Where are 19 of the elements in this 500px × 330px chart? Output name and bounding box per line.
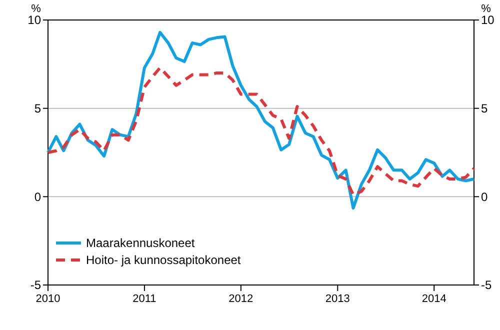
x-tick-label: 2012: [228, 293, 254, 305]
y2-tick-label: 10: [481, 13, 495, 28]
x-tick-label: 2013: [325, 293, 350, 305]
y-tick-label: -5: [30, 278, 42, 292]
legend-label: Hoito- ja kunnossapitokoneet: [86, 253, 242, 268]
y2-tick-label: -5: [481, 278, 492, 292]
line-series: [46, 30, 476, 210]
x-tick-label: 2014: [422, 293, 446, 305]
y-axis-title: %: [31, 3, 42, 15]
y-tick-label: 10: [28, 13, 42, 28]
y2-tick-label: 0: [481, 190, 488, 204]
line-series: [46, 66, 476, 196]
y-tick-label: 0: [34, 190, 42, 204]
y2-tick-label: 5: [481, 102, 488, 116]
x-tick-label: 2011: [132, 293, 156, 305]
x-tick-label: 2010: [36, 293, 60, 305]
legend-label: Maarakennuskoneet: [86, 236, 196, 250]
y-tick-label: 5: [34, 102, 42, 116]
y2-axis-title: %: [481, 3, 492, 15]
